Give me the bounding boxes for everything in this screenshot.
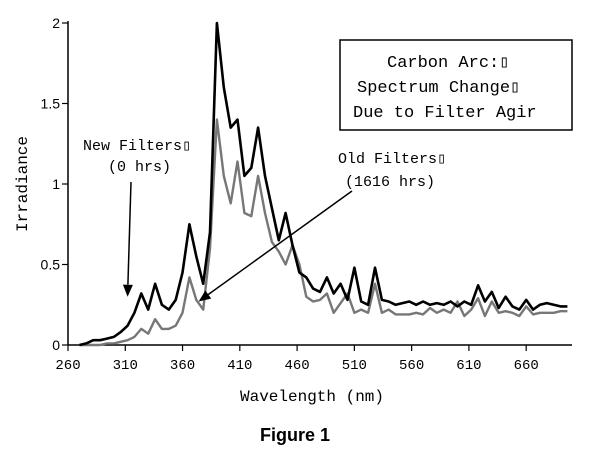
title-line-2: Spectrum Change▯	[357, 79, 520, 98]
title-line-1: Carbon Arc:▯	[387, 54, 509, 73]
series-line-old-filters	[79, 118, 568, 347]
x-tick-label: 610	[456, 358, 481, 374]
title-line-3: Due to Filter Agir	[353, 104, 537, 123]
figure-caption: Figure 1	[259, 425, 330, 445]
y-tick-label: 0	[52, 337, 60, 353]
y-tick-label: 2	[52, 15, 60, 31]
x-tick-label: 510	[342, 358, 367, 374]
annotation-old-filters: Old Filters▯ (1616 hrs)	[198, 151, 446, 302]
x-tick-label: 360	[170, 358, 195, 374]
annotation-new-arrowhead	[122, 284, 133, 297]
irradiance-chart: 260 310 360 410 460 510 560 610 660 0 0.5 1 1.5 2 Wa…	[14, 15, 573, 406]
annotation-new-filters: New Filters▯ (0 hrs)	[83, 138, 191, 297]
annotation-new-arrow	[127, 181, 132, 285]
y-axis-label: Irradiance	[14, 136, 32, 232]
title-box-clip: Carbon Arc:▯ Spectrum Change▯ Due to Fil…	[353, 54, 537, 123]
y-tick-label: 1.5	[41, 96, 61, 112]
x-tick-label: 410	[227, 358, 252, 374]
x-axis-ticks: 260 310 360 410 460 510 560 610 660	[55, 345, 539, 374]
annotation-new-line-1: New Filters▯	[83, 138, 191, 155]
x-tick-label: 560	[399, 358, 424, 374]
y-tick-label: 0.5	[41, 257, 61, 273]
title-box: Carbon Arc:▯ Spectrum Change▯ Due to Fil…	[339, 39, 573, 131]
chart-axes	[67, 21, 572, 346]
x-tick-label: 460	[284, 358, 309, 374]
x-tick-label: 260	[55, 358, 80, 374]
title-box-frame	[339, 39, 573, 131]
x-tick-label: 660	[514, 358, 539, 374]
annotation-old-arrow	[207, 190, 353, 296]
chart-series	[79, 21, 568, 347]
series-line-new-filters	[79, 21, 568, 347]
y-axis-ticks: 0 0.5 1 1.5 2	[41, 15, 68, 353]
annotation-old-line-1: Old Filters▯	[338, 151, 446, 168]
y-tick-label: 1	[52, 176, 60, 192]
annotation-new-line-2: (0 hrs)	[108, 159, 171, 176]
x-tick-label: 310	[113, 358, 138, 374]
annotation-old-line-2: (1616 hrs)	[345, 174, 435, 191]
x-axis-label: Wavelength (nm)	[240, 388, 384, 406]
annotation-old-arrowhead	[198, 290, 212, 302]
